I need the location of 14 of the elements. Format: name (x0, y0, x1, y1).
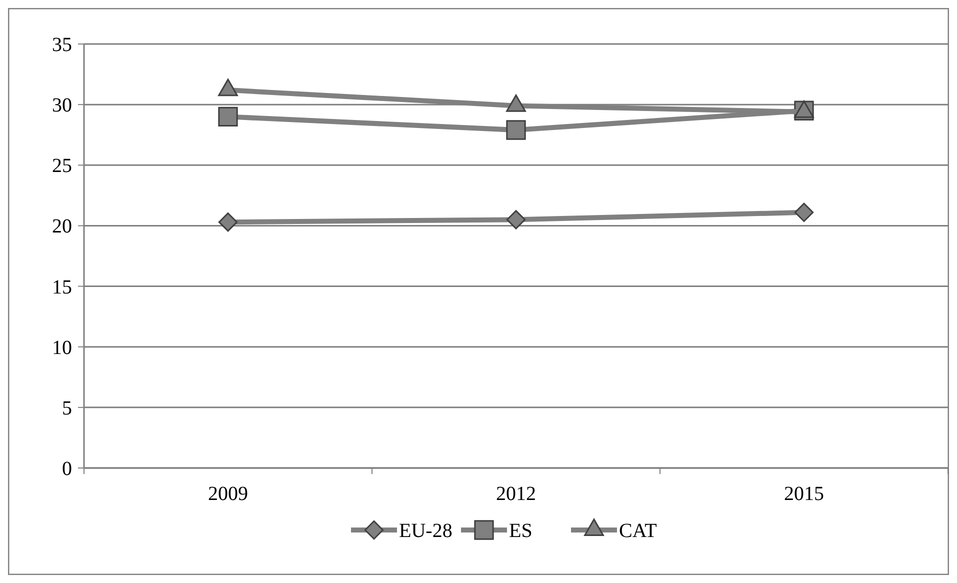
y-tick-label: 30 (52, 94, 72, 117)
x-tick-label: 2012 (496, 483, 536, 505)
y-tick-label: 35 (52, 34, 72, 56)
legend-label: CAT (619, 520, 657, 542)
y-tick-label: 5 (62, 397, 72, 420)
y-tick-label: 25 (52, 155, 72, 178)
y-tick-label: 20 (52, 216, 72, 238)
legend-label: ES (509, 520, 532, 542)
y-tick-label: 0 (62, 458, 72, 480)
y-tick-label: 10 (52, 336, 72, 359)
legend-label: EU-28 (399, 520, 452, 542)
x-tick-label: 2015 (784, 483, 824, 505)
y-tick-label: 15 (52, 276, 72, 298)
x-tick-label: 2009 (208, 483, 248, 505)
